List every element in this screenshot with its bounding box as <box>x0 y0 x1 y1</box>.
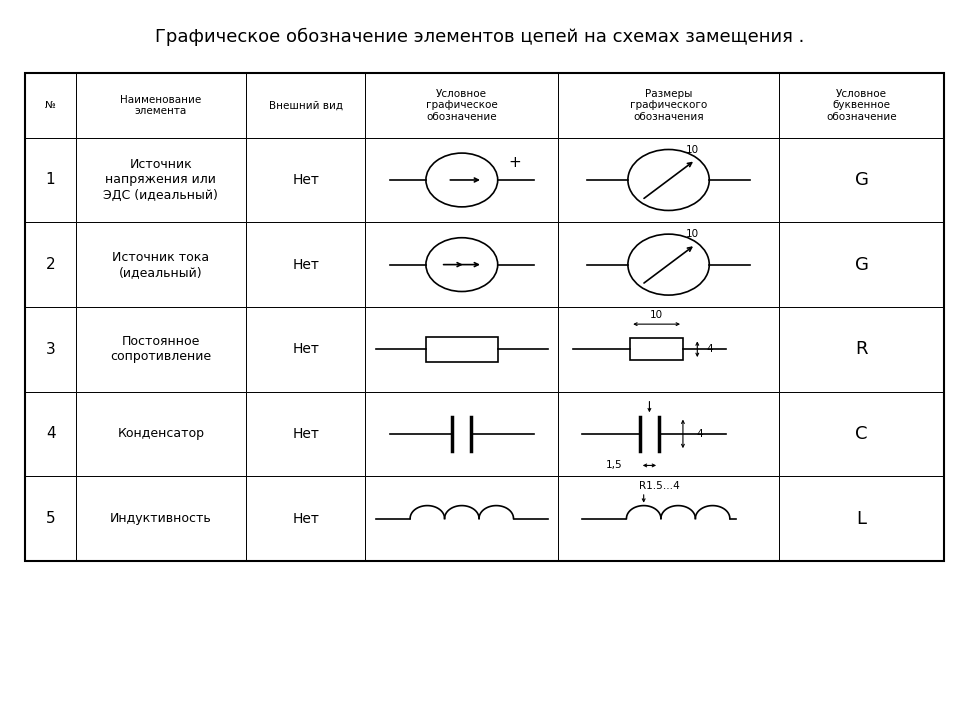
Bar <box>76 73 246 138</box>
Bar <box>25 476 76 561</box>
Bar <box>426 337 497 361</box>
Bar <box>366 392 559 476</box>
Text: Нет: Нет <box>292 511 319 526</box>
Bar <box>246 476 366 561</box>
Bar <box>246 392 366 476</box>
Ellipse shape <box>426 153 497 207</box>
Ellipse shape <box>426 238 497 292</box>
Text: 2: 2 <box>46 257 56 272</box>
Text: №: № <box>45 100 56 110</box>
Bar <box>246 138 366 222</box>
Text: Конденсатор: Конденсатор <box>117 428 204 441</box>
Text: G: G <box>854 256 869 274</box>
Ellipse shape <box>628 150 709 210</box>
Bar <box>366 222 559 307</box>
Bar <box>25 73 76 138</box>
Bar <box>559 307 779 392</box>
Text: G: G <box>854 171 869 189</box>
Text: Условное
графическое
обозначение: Условное графическое обозначение <box>426 89 497 122</box>
Text: 3: 3 <box>46 342 56 356</box>
Bar <box>25 73 945 561</box>
Text: Наименование
элемента: Наименование элемента <box>120 94 202 116</box>
Text: 1: 1 <box>46 173 56 187</box>
Bar <box>76 392 246 476</box>
Text: Нет: Нет <box>292 427 319 441</box>
Text: R: R <box>855 341 868 359</box>
Bar <box>246 73 366 138</box>
Bar <box>779 73 945 138</box>
Bar <box>779 476 945 561</box>
Text: Графическое обозначение элементов цепей на схемах замещения .: Графическое обозначение элементов цепей … <box>156 28 804 46</box>
Bar <box>76 476 246 561</box>
Text: C: C <box>855 425 868 443</box>
Bar <box>246 307 366 392</box>
Bar <box>246 222 366 307</box>
Text: R1.5…4: R1.5…4 <box>638 481 680 491</box>
Bar <box>366 73 559 138</box>
Bar <box>76 222 246 307</box>
Text: 10: 10 <box>686 230 699 240</box>
Text: L: L <box>856 510 867 528</box>
Bar <box>559 476 779 561</box>
Ellipse shape <box>628 234 709 295</box>
Bar <box>25 307 76 392</box>
Text: 1,5: 1,5 <box>606 460 623 470</box>
Bar <box>76 138 246 222</box>
Text: Источник тока
(идеальный): Источник тока (идеальный) <box>112 251 209 279</box>
Bar <box>559 73 779 138</box>
Text: +: + <box>509 155 521 169</box>
Text: Условное
буквенное
обозначение: Условное буквенное обозначение <box>827 89 897 122</box>
Text: Постоянное
сопротивление: Постоянное сопротивление <box>110 336 211 364</box>
Text: Индуктивность: Индуктивность <box>110 512 212 525</box>
Text: 5: 5 <box>46 511 56 526</box>
Bar <box>366 476 559 561</box>
Text: 10: 10 <box>650 310 663 320</box>
Text: 4: 4 <box>697 429 704 439</box>
Bar <box>631 338 683 360</box>
Bar <box>779 138 945 222</box>
Bar <box>76 307 246 392</box>
Text: Нет: Нет <box>292 258 319 271</box>
Text: Размеры
графического
обозначения: Размеры графического обозначения <box>630 89 708 122</box>
Bar <box>25 138 76 222</box>
Bar <box>366 138 559 222</box>
Bar <box>559 392 779 476</box>
Text: 4: 4 <box>707 344 713 354</box>
Bar <box>366 307 559 392</box>
Text: Нет: Нет <box>292 342 319 356</box>
Text: Источник
напряжения или
ЭДС (идеальный): Источник напряжения или ЭДС (идеальный) <box>104 158 218 202</box>
Text: 10: 10 <box>686 145 699 155</box>
Bar <box>559 138 779 222</box>
Bar <box>25 392 76 476</box>
Bar <box>779 222 945 307</box>
Bar <box>25 222 76 307</box>
Bar <box>779 307 945 392</box>
Bar <box>559 222 779 307</box>
Text: Внешний вид: Внешний вид <box>269 100 343 110</box>
Text: 4: 4 <box>46 426 56 441</box>
Text: Нет: Нет <box>292 173 319 187</box>
Bar <box>779 392 945 476</box>
